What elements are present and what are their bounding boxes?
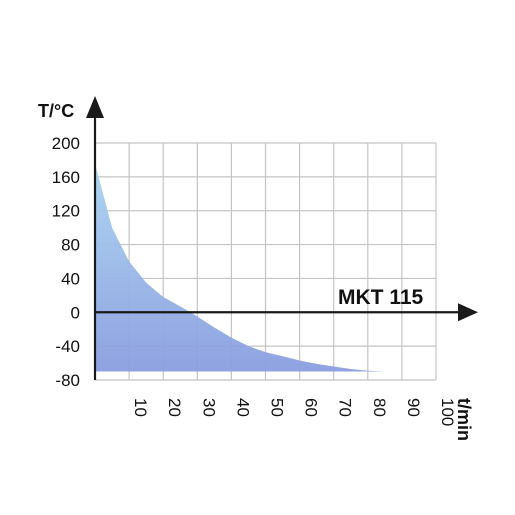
x-tick-label: 100 (438, 398, 457, 426)
x-axis-arrow (458, 303, 478, 322)
x-tick-label: 50 (268, 398, 287, 417)
x-tick-label: 20 (165, 398, 184, 417)
y-axis-arrow (86, 96, 104, 118)
y-tick-label: 200 (52, 134, 80, 153)
x-axis-title: t/min (454, 398, 474, 441)
x-tick-label: 90 (404, 398, 423, 417)
y-tick-label: 0 (71, 303, 80, 322)
y-tick-label: -80 (55, 371, 80, 390)
y-tick-label: -40 (55, 337, 80, 356)
x-tick-label: 30 (199, 398, 218, 417)
x-tick-label: 70 (336, 398, 355, 417)
x-tick-label: 40 (233, 398, 252, 417)
y-axis-title: T/°C (38, 101, 74, 121)
x-tick-label: 60 (302, 398, 321, 417)
grid (95, 142, 437, 381)
plot-area (95, 163, 402, 372)
area-series (95, 163, 402, 372)
axes (86, 96, 478, 380)
x-tick-label: 10 (131, 398, 150, 417)
x-tick-label: 80 (370, 398, 389, 417)
tick-labels: 200 160 120 80 40 0 -40 -80 10 20 30 40 50 60 70 80 90 10… (52, 134, 457, 426)
y-tick-label: 160 (52, 168, 80, 187)
y-tick-label: 80 (61, 236, 80, 255)
y-tick-label: 120 (52, 202, 80, 221)
chart-title: MKT 115 (338, 286, 424, 309)
y-tick-label: 40 (61, 269, 80, 288)
